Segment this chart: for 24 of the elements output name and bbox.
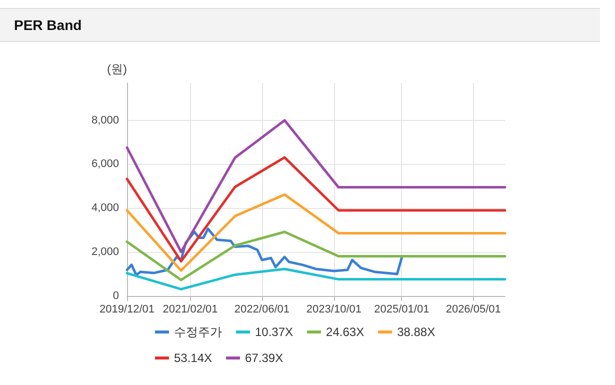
chart-title: PER Band bbox=[14, 17, 82, 33]
y-axis-title: (원) bbox=[107, 62, 127, 76]
x-tick-label: 2022/06/01 bbox=[234, 304, 290, 316]
legend-label: 수정주가 bbox=[174, 325, 222, 339]
line-series bbox=[126, 156, 506, 263]
y-tick-label: 2,000 bbox=[91, 246, 119, 258]
x-tick-label: 2023/10/01 bbox=[306, 304, 362, 316]
legend-label: 67.39X bbox=[245, 351, 284, 365]
x-tick-label: 2021/02/01 bbox=[162, 304, 218, 316]
legend-label: 10.37X bbox=[255, 325, 294, 339]
x-tick-label: 2026/05/01 bbox=[446, 304, 501, 316]
y-tick-label: 6,000 bbox=[91, 158, 119, 170]
x-tick-label: 2025/01/01 bbox=[374, 304, 430, 316]
legend-label: 53.14X bbox=[174, 351, 212, 365]
line-series bbox=[126, 268, 506, 290]
line-series bbox=[126, 193, 506, 272]
y-tick-label: 0 bbox=[112, 290, 119, 302]
legend-label: 38.88X bbox=[397, 325, 436, 339]
x-tick-label: 2019/12/01 bbox=[99, 304, 155, 316]
line-series bbox=[126, 119, 506, 254]
legend-label: 24.63X bbox=[326, 325, 364, 339]
y-tick-label: 4,000 bbox=[91, 202, 119, 214]
line-series bbox=[126, 230, 506, 282]
y-tick-label: 8,000 bbox=[91, 114, 119, 126]
